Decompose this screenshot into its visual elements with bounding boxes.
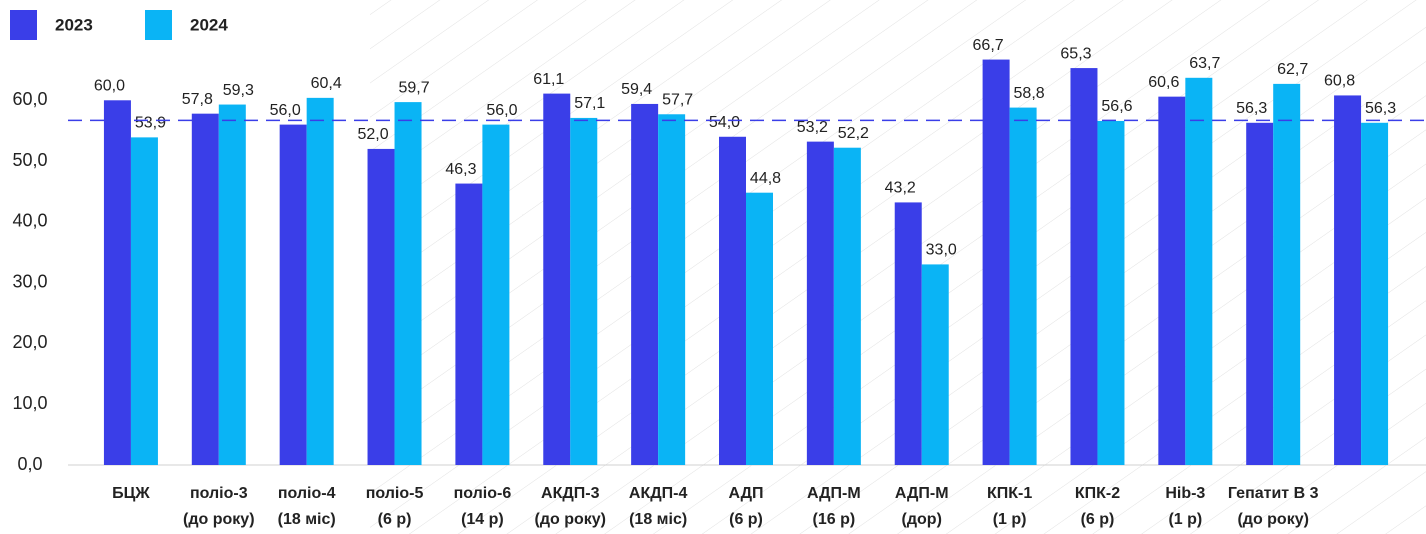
bar [921,264,949,465]
value-label: 56,0 [486,102,517,119]
y-tick-label: 40,0 [12,211,47,231]
bar [279,124,307,465]
legend-swatch [10,10,37,40]
x-tick-label: АДП [728,485,763,502]
value-label: 63,7 [1189,55,1220,72]
x-tick-label: (6 р) [729,511,763,528]
bar [394,102,422,465]
y-tick-label: 50,0 [12,150,47,170]
x-tick-label: АКДП-4 [629,485,688,502]
x-tick-label: поліо-5 [366,485,424,502]
value-label: 65,3 [1060,45,1091,62]
x-tick-label: (6 р) [378,511,412,528]
value-label: 44,8 [750,170,781,187]
bar [367,148,395,465]
value-label: 54,0 [709,114,740,131]
value-label: 57,7 [662,91,693,108]
bar [103,100,131,465]
x-tick-label: Гепатит В 3 [1228,485,1319,502]
x-tick-label: поліо-4 [278,485,336,502]
x-tick-label: (дор) [902,511,942,528]
bar [746,192,773,465]
value-label: 60,6 [1148,74,1179,91]
bar [1070,68,1098,465]
bar [543,93,571,465]
bar [1334,95,1362,466]
value-label: 59,3 [223,82,254,99]
value-label: 58,8 [1014,85,1045,102]
value-label: 53,9 [135,115,166,132]
legend-label: 2024 [190,15,228,34]
bar [1246,122,1274,466]
value-label: 56,6 [1101,98,1132,115]
bar [894,202,922,466]
bar [1158,96,1186,465]
x-tick-label: КПК-1 [987,485,1032,502]
value-label: 60,4 [311,75,342,92]
legend-swatch [145,10,172,40]
x-tick-label: поліо-3 [190,485,248,502]
value-label: 62,7 [1277,61,1308,78]
x-tick-label: (до року) [183,511,254,528]
y-tick-label: 10,0 [12,393,47,413]
value-label: 52,2 [838,125,869,142]
value-label: 57,8 [182,91,213,108]
value-label: 43,2 [885,180,916,197]
value-label: 33,0 [926,242,957,259]
bar [482,124,510,465]
value-label: 66,7 [973,37,1004,54]
x-tick-label: БЦЖ [112,485,150,502]
value-label: 56,0 [270,102,301,119]
bar [1185,77,1213,465]
x-tick-label: (до року) [535,511,606,528]
y-tick-label: 0,0 [17,454,42,474]
x-tick-label: (14 р) [461,511,504,528]
value-label: 59,7 [398,79,429,96]
y-tick-label: 20,0 [12,332,47,352]
value-label: 53,2 [797,119,828,136]
bar [306,97,334,466]
bar [218,104,246,466]
bar [455,183,483,465]
x-tick-label: (18 міс) [278,511,336,528]
value-label: 61,1 [533,71,564,88]
x-tick-label: (1 р) [993,511,1027,528]
bar [806,141,834,466]
x-tick-label: АДП-М [895,485,949,502]
bar [191,113,219,466]
bar [658,114,686,466]
x-tick-label: (18 міс) [629,511,687,528]
x-tick-label: поліо-6 [454,485,512,502]
bar [631,103,659,466]
x-tick-label: (до року) [1237,511,1308,528]
bar [130,137,158,465]
y-tick-label: 60,0 [12,89,47,109]
bar [570,117,598,465]
bar [1097,120,1125,465]
x-tick-label: КПК-2 [1075,485,1120,502]
bar [1361,122,1389,466]
bar [982,59,1010,465]
value-label: 60,8 [1324,73,1355,90]
bar [1009,107,1037,466]
value-label: 60,0 [94,78,125,95]
legend-label: 2023 [55,15,93,34]
bar [719,136,746,465]
value-label: 46,3 [445,161,476,178]
x-tick-label: АДП-М [807,485,861,502]
x-tick-label: (16 р) [813,511,856,528]
bar [1273,83,1301,465]
value-label: 56,3 [1365,100,1396,117]
y-tick-label: 30,0 [12,271,47,291]
bar [833,147,861,466]
value-label: 57,1 [574,95,605,112]
value-label: 52,0 [357,126,388,143]
x-tick-label: (1 р) [1168,511,1202,528]
value-label: 59,4 [621,81,652,98]
x-tick-label: (6 р) [1081,511,1115,528]
value-label: 56,3 [1236,100,1267,117]
x-tick-label: Hib-3 [1165,485,1205,502]
x-tick-label: АКДП-3 [541,485,600,502]
